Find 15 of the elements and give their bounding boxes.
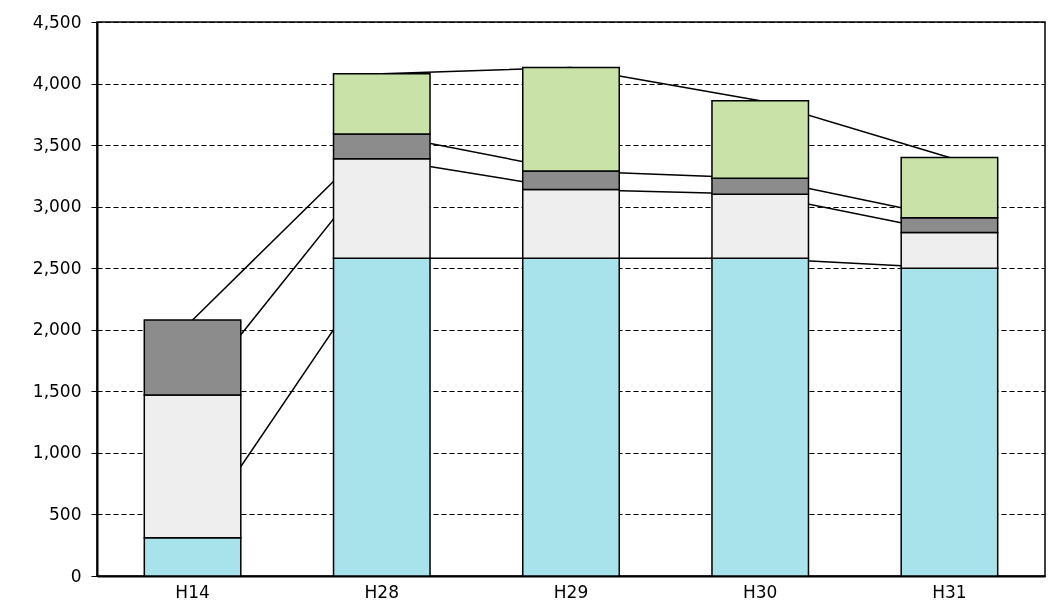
y-tick-label: 3,500: [32, 134, 82, 155]
x-tick-label: H14: [175, 581, 210, 602]
y-tick-label: 2,000: [32, 319, 82, 340]
x-tick-label: H28: [364, 581, 399, 602]
y-tick-label: 1,000: [32, 442, 82, 463]
x-tick-label: H29: [553, 581, 589, 602]
y-tick-label: 0: [70, 565, 82, 586]
y-tick-label: 2,500: [32, 257, 82, 278]
x-tick-label: H30: [743, 581, 778, 602]
y-tick-label: 3,000: [32, 196, 82, 217]
x-tick-label: H31: [932, 581, 967, 602]
y-tick-label: 4,500: [32, 11, 82, 32]
y-tick-label: 500: [49, 503, 82, 524]
y-tick-label: 4,000: [32, 73, 82, 94]
y-tick-label: 1,500: [32, 380, 82, 401]
